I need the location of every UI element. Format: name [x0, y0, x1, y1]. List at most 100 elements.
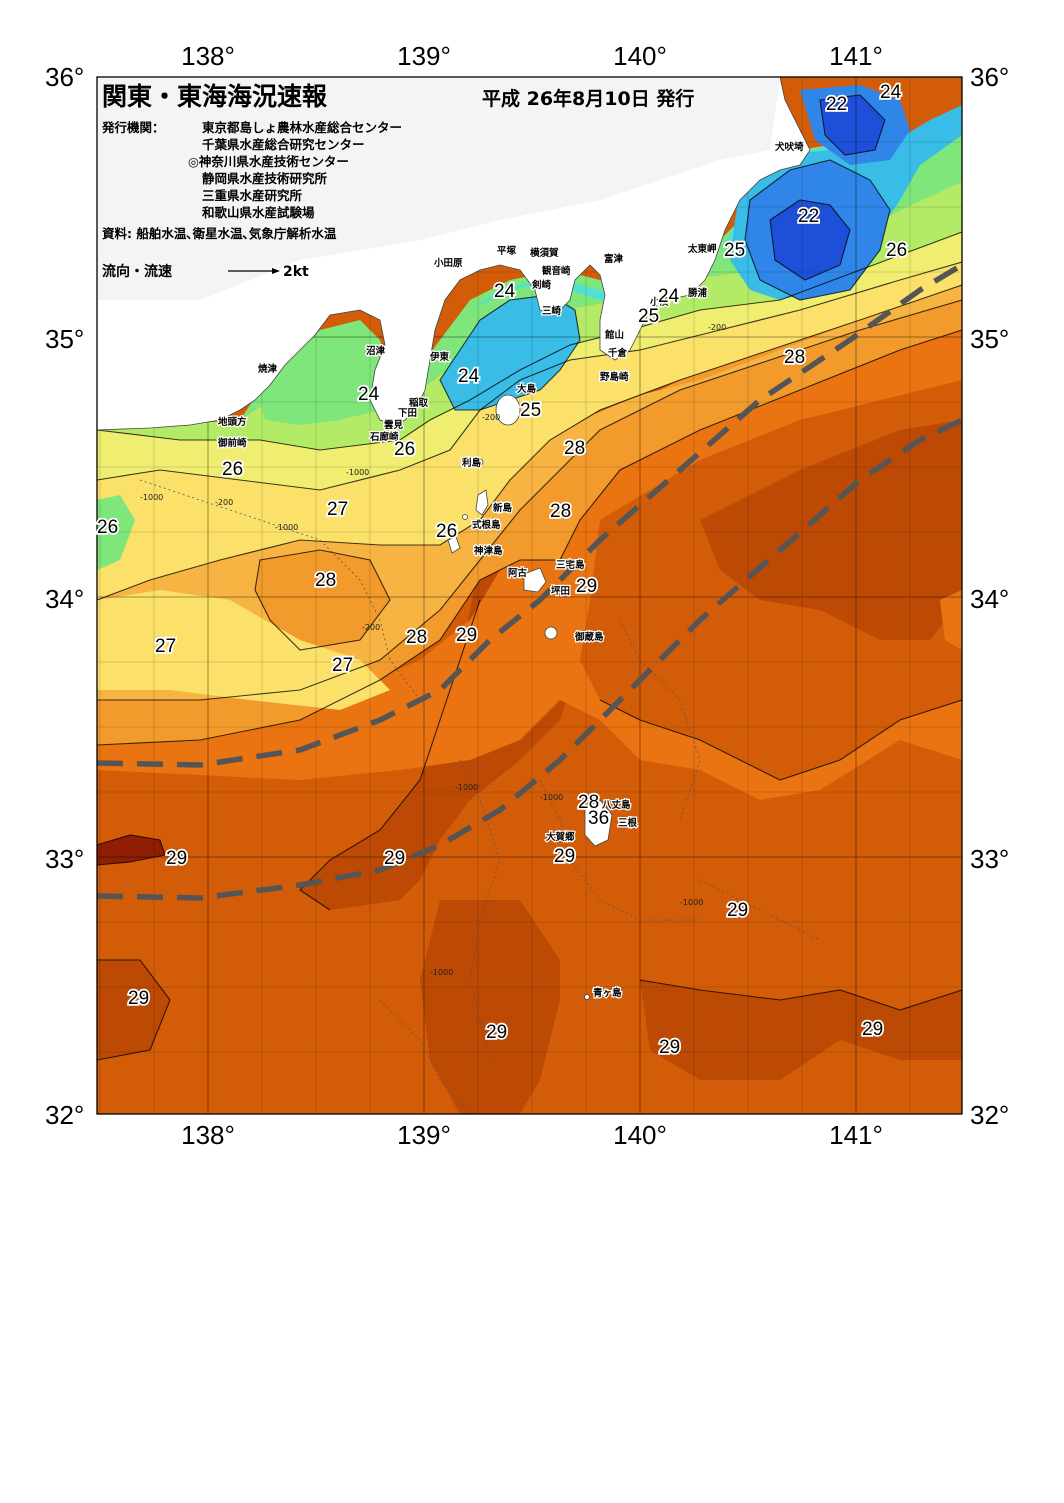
place-hachijojima: 八丈島 [601, 799, 631, 811]
lat-label-left-36: 36° [45, 62, 84, 92]
lon-label-bottom-139: 139° [397, 1120, 451, 1150]
place-irozaki: 石廊崎 [369, 431, 399, 443]
depth-label: -200 [708, 323, 726, 332]
lon-label-top-139: 139° [397, 41, 451, 71]
sst-25-suruga [260, 330, 390, 425]
temp-label: 29 [384, 848, 405, 869]
place-ito: 伊東 [429, 351, 450, 363]
place-omaezaki: 御前崎 [217, 437, 247, 449]
map-area [97, 77, 962, 1114]
place-yokosuka: 横須賀 [530, 247, 559, 259]
place-niijima: 新島 [493, 502, 513, 514]
place-mikurajima: 御蔵島 [574, 631, 604, 643]
place-oshima: 大島 [517, 383, 537, 395]
lon-label-bottom-141: 141° [829, 1120, 883, 1150]
temp-label: 24 [494, 281, 516, 302]
island-kozushima [447, 536, 461, 554]
temperature-labels: 22 24 22 25 26 24 24 25 28 24 24 25 26 2… [95, 80, 909, 1060]
island-shikinejima [462, 514, 468, 520]
temp-label: 29 [727, 900, 748, 921]
lat-label-left-32: 32° [45, 1100, 84, 1130]
lon-label-bottom-138: 138° [181, 1120, 235, 1150]
temp-label: 25 [724, 240, 745, 261]
lon-label-top-138: 138° [181, 41, 235, 71]
sst-29.5-patch-2 [420, 900, 560, 1114]
island-mikurajima [544, 626, 558, 640]
temp-label: 28 [406, 627, 427, 648]
lat-label-right-36: 36° [970, 62, 1009, 92]
flow-legend-arrow [228, 268, 280, 274]
depth-label: -1000 [140, 493, 163, 502]
isotherm-contours [97, 94, 962, 1061]
island-aogashima [584, 994, 590, 1000]
issue-date: 平成 26年8月10日 発行 [482, 87, 694, 110]
issuer-2: ◎神奈川県水産技術センター [188, 154, 349, 169]
lon-label-top-140: 140° [613, 41, 667, 71]
issuer-4: 三重県水産研究所 [202, 188, 303, 203]
temp-label: 29 [128, 988, 149, 1009]
place-kominato: 小湊 [649, 296, 670, 308]
data-sources: 資料: 船舶水温､衛星水温､気象庁解析水温 [102, 226, 337, 241]
sst-27-band [97, 260, 962, 600]
place-tsubota: 坪田 [551, 585, 570, 597]
map-title: 関東・東海海況速報 [102, 82, 328, 111]
place-tateyama: 館山 [604, 329, 624, 341]
temp-label: 29 [554, 846, 575, 867]
temp-label: 27 [327, 499, 348, 520]
temp-label: 24 [880, 82, 902, 103]
island-miyakejima [523, 567, 547, 593]
temp-label: 24 [458, 366, 480, 387]
depth-label: -200 [482, 413, 500, 422]
place-mitsune: 三根 [618, 817, 638, 829]
place-hiratsuka: 平塚 [497, 245, 517, 257]
island-niijima [475, 489, 489, 516]
temp-label: 27 [155, 636, 176, 657]
temp-label: 22 [826, 94, 847, 115]
temp-label: 26 [886, 240, 907, 261]
island-hachijojima [584, 799, 613, 847]
island-toshima [476, 458, 484, 466]
temp-label: 22 [798, 206, 819, 227]
issuer-label: 発行機関： [101, 120, 165, 135]
temp-label: 28 [784, 347, 805, 368]
island-oshima [495, 394, 521, 426]
place-toshima: 利島 [461, 457, 482, 469]
temp-label: 26 [436, 521, 457, 542]
lat-label-left-35: 35° [45, 324, 84, 354]
sst-29.5-patch-4 [97, 960, 170, 1060]
temp-label: 27 [332, 655, 353, 676]
place-ako: 阿古 [508, 567, 528, 579]
temp-label: 28 [550, 501, 571, 522]
lat-label-left-34: 34° [45, 584, 84, 614]
temp-label: 26 [394, 439, 415, 460]
place-kannonzaki: 観音崎 [542, 265, 571, 277]
place-inubozaki: 犬吠埼 [774, 141, 804, 153]
temp-label: 26 [222, 459, 243, 480]
issuer-0: 東京都島しょ農林水産総合センター [202, 120, 402, 135]
temp-label: 25 [520, 400, 541, 421]
kuroshio-axis [97, 262, 962, 901]
lon-label-top-141: 141° [829, 41, 883, 71]
sst-24-sagami [440, 295, 580, 410]
sst-22-core-north [820, 95, 885, 155]
temp-label: 28 [315, 570, 336, 591]
lat-label-left-33: 33° [45, 844, 84, 874]
place-odawara: 小田原 [433, 257, 463, 269]
temp-label: 25 [638, 306, 659, 327]
depth-labels: -1000 -200 -1000 -200 -1000 -200 -1000 -… [140, 323, 726, 977]
axis-labels: 138° 139° 140° 141° 138° 139° 140° 141° … [45, 41, 1009, 1150]
sst-28-band [97, 290, 962, 745]
temp-label: 28 [564, 438, 585, 459]
place-katsuura: 勝浦 [688, 287, 708, 299]
map-border [96, 76, 963, 1115]
issuer-3: 静岡県水産技術研究所 [202, 171, 328, 186]
temp-label: 24 [358, 384, 380, 405]
place-nojimazaki: 野島崎 [600, 371, 629, 383]
place-names: 犬吠埼 太東岬 勝浦 小湊 横須賀 平塚 観音崎 富津 剣崎 三崎 館山 千倉 … [216, 140, 806, 1001]
depth-contours [139, 479, 821, 1114]
depth-label: -1000 [275, 523, 298, 532]
temp-label: 29 [486, 1022, 507, 1043]
sst-28-eddy-west [255, 550, 390, 650]
header-block: 関東・東海海況速報 平成 26年8月10日 発行 発行機関： 東京都島しょ農林水… [101, 82, 694, 280]
